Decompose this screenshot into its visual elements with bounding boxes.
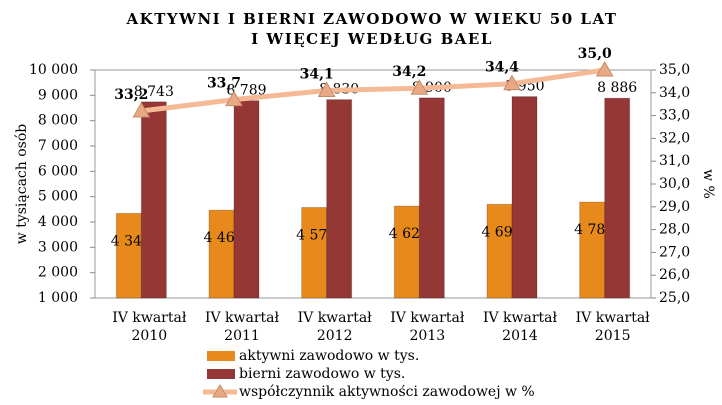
y2-tick-label: 28,0 (659, 222, 690, 238)
line-value-label: 34,1 (300, 67, 334, 83)
y-tick-label: 9 000 (38, 87, 78, 103)
y2-tick-label: 30,0 (659, 176, 690, 192)
y-axis-label: w tysiącach osób (14, 124, 30, 245)
y2-tick-label: 33,0 (659, 108, 690, 124)
bar-value-label: 4 573 (296, 227, 336, 243)
bar-value-label: 8 886 (597, 80, 637, 96)
legend-label: współczynnik aktywności zawodowej w % (239, 384, 535, 400)
y2-tick-label: 34,0 (659, 85, 690, 101)
legend-swatch (207, 369, 235, 379)
x-tick-label: 2015 (595, 328, 631, 344)
x-tick-label: IV kwartał (205, 310, 280, 326)
y-tick-label: 7 000 (38, 138, 78, 154)
x-tick-label: IV kwartał (483, 310, 558, 326)
line-marker (503, 74, 521, 91)
x-tick-label: IV kwartał (390, 310, 465, 326)
x-tick-label: IV kwartał (112, 310, 187, 326)
bar (208, 209, 235, 299)
bar-value-label: 8 789 (226, 83, 266, 99)
bar (393, 205, 420, 299)
y2-axis-label: w % (700, 169, 716, 199)
chart-title: I WIĘCEJ WEDŁUG BAEL (251, 30, 493, 48)
y-tick-label: 5 000 (38, 189, 78, 205)
y-tick-label: 4 000 (38, 214, 78, 230)
line-value-label: 34,2 (392, 64, 426, 80)
y2-tick-label: 26,0 (659, 267, 690, 283)
y2-tick-label: 31,0 (659, 153, 690, 169)
line-value-label: 33,2 (114, 87, 148, 103)
bar (115, 212, 142, 299)
line-marker (225, 90, 243, 107)
bar-value-label: 4 629 (389, 226, 429, 242)
x-tick-label: 2012 (317, 328, 353, 344)
legend-marker (212, 384, 228, 398)
line-value-label: 34,4 (485, 60, 519, 76)
legend-label: aktywni zawodowo w tys. (239, 348, 419, 364)
y-tick-label: 6 000 (38, 163, 78, 179)
line-marker (132, 102, 151, 118)
x-tick-label: 2011 (224, 328, 260, 344)
x-tick-label: IV kwartał (298, 310, 373, 326)
y-tick-label: 1 000 (38, 290, 78, 306)
bar-value-label: 8 743 (134, 84, 174, 100)
line-value-label: 33,7 (207, 76, 241, 92)
line-value-label: 35,0 (578, 46, 612, 62)
x-tick-label: IV kwartał (576, 310, 651, 326)
bar (579, 201, 606, 299)
y2-tick-label: 25,0 (659, 290, 690, 306)
y-tick-label: 8 000 (38, 113, 78, 129)
x-tick-label: 2014 (502, 328, 538, 344)
line-marker (317, 81, 336, 98)
y2-tick-label: 27,0 (659, 244, 690, 260)
bar (301, 206, 328, 299)
line (141, 67, 606, 114)
bar (326, 99, 353, 299)
chart-title: AKTYWNI I BIERNI ZAWODOWO W WIEKU 50 LAT (126, 10, 618, 28)
bar (511, 96, 538, 299)
legend-label: bierni zawodowo w tys. (239, 366, 405, 382)
bar-value-label: 4 340 (111, 233, 151, 249)
bar (418, 97, 445, 299)
bar (604, 97, 631, 299)
bar (233, 100, 260, 299)
y2-tick-label: 35,0 (659, 62, 690, 78)
y-tick-label: 3 000 (38, 239, 78, 255)
y-tick-label: 2 000 (38, 265, 78, 281)
bar (486, 203, 513, 299)
x-tick-label: 2010 (132, 328, 168, 344)
x-tick-label: 2013 (410, 328, 446, 344)
y2-tick-label: 32,0 (659, 130, 690, 146)
legend-swatch (207, 351, 235, 361)
bar-value-label: 4 468 (203, 230, 243, 246)
line-marker (410, 79, 429, 95)
bar-value-label: 4 699 (481, 224, 521, 240)
y-tick-label: 10 000 (29, 62, 78, 78)
bar (140, 101, 167, 299)
line-marker (595, 60, 614, 77)
y2-tick-label: 29,0 (659, 199, 690, 215)
bar-value-label: 4 786 (574, 222, 614, 238)
